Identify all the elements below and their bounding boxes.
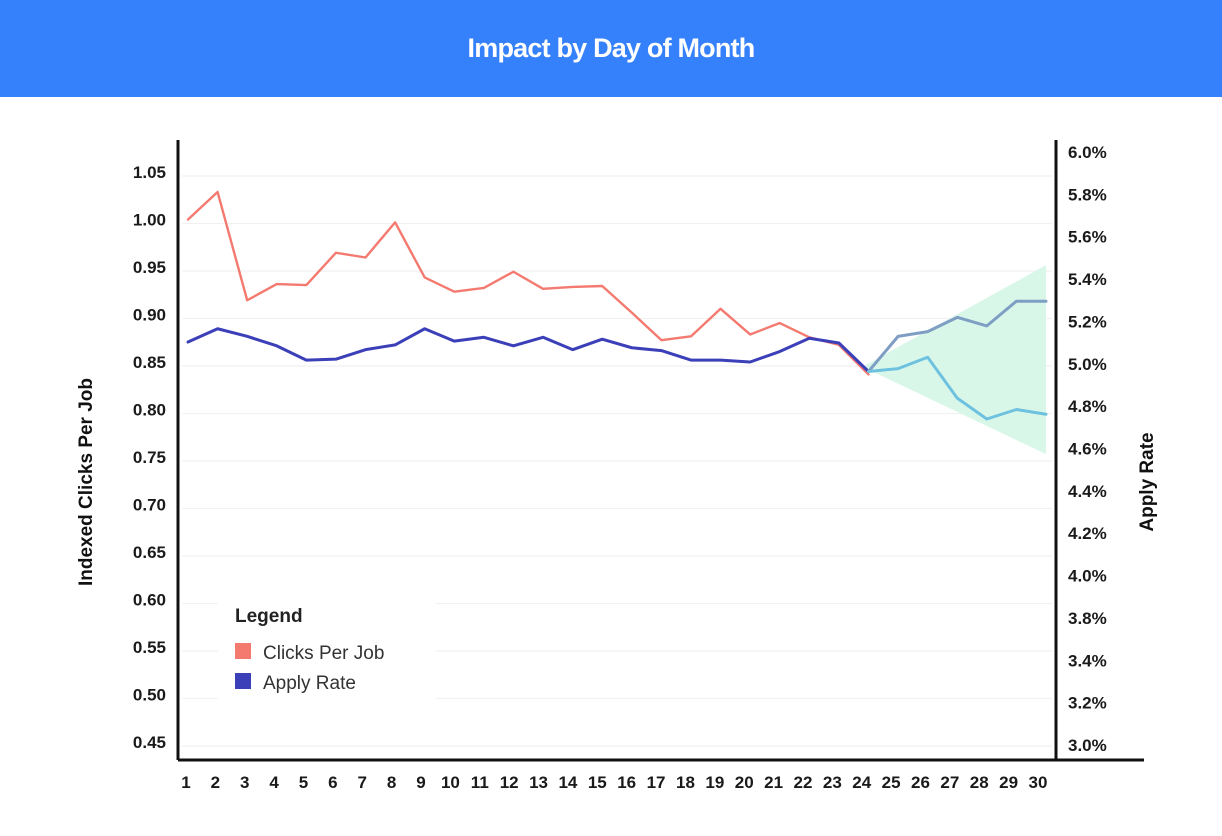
y-tick-label: 0.70 (133, 496, 166, 515)
y2-tick-label: 6.0% (1068, 143, 1107, 162)
x-tick-label: 20 (735, 773, 754, 792)
y-axis-title: Indexed Clicks Per Job (76, 378, 97, 586)
x-tick-label: 21 (764, 773, 783, 792)
legend-background (218, 598, 436, 710)
y-tick-label: 0.75 (133, 448, 166, 467)
x-tick-label: 13 (529, 773, 548, 792)
y2-axis-ticks: 6.0% 5.8% 5.6% 5.4% 5.2% 5.0% 4.8% 4.6% 4.4% 4.2%… (1068, 143, 1107, 755)
chart-title: Impact by Day of Month (467, 33, 756, 63)
x-tick-label: 4 (269, 773, 279, 792)
legend-swatch-clicks (235, 643, 251, 659)
y2-tick-label: 5.0% (1068, 355, 1107, 374)
x-tick-label: 26 (911, 773, 930, 792)
y-tick-label: 0.50 (133, 686, 166, 705)
y-tick-label: 0.95 (133, 258, 166, 277)
forecast-confidence-band (862, 265, 1046, 455)
gridlines (182, 175, 1052, 747)
y2-tick-label: 5.4% (1068, 270, 1107, 289)
y2-tick-label: 4.6% (1068, 440, 1107, 459)
y-tick-label: 0.65 (133, 543, 166, 562)
y-tick-label: 0.85 (133, 353, 166, 372)
x-tick-label: 14 (558, 773, 577, 792)
x-tick-label: 17 (647, 773, 666, 792)
y2-tick-label: 3.2% (1068, 694, 1107, 713)
y2-tick-label: 4.8% (1068, 397, 1107, 416)
x-axis-ticks: 1 2 3 4 5 6 7 8 9 10 11 12 13 14 15 16 17 18 19 20 21 22 23 24 2… (181, 773, 1047, 792)
legend-label-apply: Apply Rate (263, 673, 356, 694)
x-tick-label: 15 (588, 773, 607, 792)
x-tick-label: 2 (211, 773, 220, 792)
x-tick-label: 3 (240, 773, 249, 792)
x-tick-label: 16 (617, 773, 636, 792)
y2-tick-label: 3.4% (1068, 651, 1107, 670)
y2-tick-label: 4.0% (1068, 567, 1107, 586)
x-tick-label: 7 (358, 773, 367, 792)
legend-label-clicks: Clicks Per Job (263, 643, 384, 664)
y2-axis-title: Apply Rate (1137, 432, 1158, 531)
series-line-clicks-per-job (186, 190, 870, 376)
x-tick-label: 6 (328, 773, 337, 792)
y-tick-label: 0.80 (133, 401, 166, 420)
y-tick-label: 1.05 (133, 163, 166, 182)
x-tick-label: 19 (705, 773, 724, 792)
x-tick-label: 18 (676, 773, 695, 792)
legend-title: Legend (235, 606, 303, 627)
y2-tick-label: 5.6% (1068, 228, 1107, 247)
y2-tick-label: 5.8% (1068, 185, 1107, 204)
y-tick-label: 0.60 (133, 591, 166, 610)
axes (176, 140, 1144, 762)
x-tick-label: 12 (500, 773, 519, 792)
y2-tick-label: 5.2% (1068, 312, 1107, 331)
x-tick-label: 28 (970, 773, 989, 792)
legend: Legend Clicks Per Job Apply Rate (218, 598, 436, 710)
x-tick-label: 25 (882, 773, 901, 792)
legend-swatch-apply (235, 673, 251, 689)
series-layer (186, 190, 1048, 421)
x-tick-label: 23 (823, 773, 842, 792)
x-tick-label: 30 (1029, 773, 1048, 792)
x-tick-label: 5 (299, 773, 308, 792)
y-axis-ticks: 1.05 1.00 0.95 0.90 0.85 0.80 0.75 0.70 0.65 0.60… (133, 163, 166, 752)
x-tick-label: 24 (852, 773, 871, 792)
x-tick-label: 29 (999, 773, 1018, 792)
x-tick-label: 27 (940, 773, 959, 792)
x-tick-label: 11 (471, 773, 489, 792)
chart-header: Impact by Day of Month (0, 0, 1222, 97)
x-tick-label: 9 (416, 773, 425, 792)
forecast-band-layer (862, 265, 1046, 455)
y2-tick-label: 4.2% (1068, 524, 1107, 543)
y-tick-label: 0.90 (133, 306, 166, 325)
x-tick-label: 1 (181, 773, 190, 792)
y-tick-label: 0.55 (133, 638, 166, 657)
x-tick-label: 10 (441, 773, 460, 792)
y2-tick-label: 4.4% (1068, 482, 1107, 501)
x-tick-label: 22 (794, 773, 813, 792)
y2-tick-label: 3.8% (1068, 609, 1107, 628)
x-tick-label: 8 (387, 773, 396, 792)
y2-tick-label: 3.0% (1068, 736, 1107, 755)
y-tick-label: 0.45 (133, 733, 166, 752)
y-tick-label: 1.00 (133, 211, 166, 230)
series-line-apply-rate (186, 327, 870, 373)
